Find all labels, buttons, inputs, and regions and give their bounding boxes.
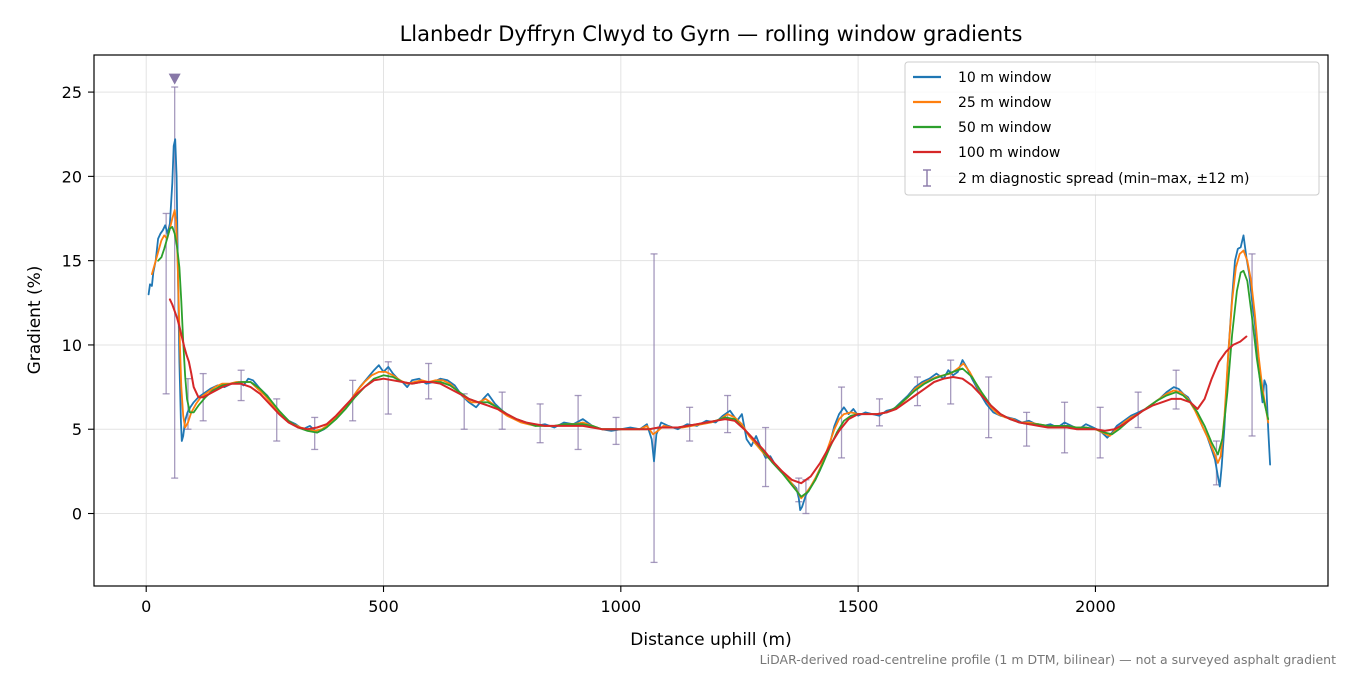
legend-label-25m: 25 m window [958, 95, 1051, 111]
spread-bar [1134, 391, 1142, 429]
x-tick-label: 0 [141, 597, 151, 616]
x-axis-ticks: 0 500 1000 1500 2000 [141, 586, 1116, 616]
y-tick-label: 15 [62, 252, 82, 271]
spread-bar [384, 361, 392, 415]
series-lines [147, 138, 1271, 511]
spread-bar [237, 369, 245, 402]
x-tick-label: 1000 [600, 597, 641, 616]
max-marker-layer [168, 73, 181, 85]
spread-bar [875, 398, 883, 427]
spread-bar [838, 386, 846, 459]
legend-label-10m: 10 m window [958, 70, 1051, 86]
y-tick-label: 20 [62, 167, 82, 186]
y-axis-label: Gradient (%) [25, 266, 45, 375]
legend-swatch-spread [923, 169, 931, 187]
spread-bar [171, 86, 179, 479]
y-tick-label: 10 [62, 336, 82, 355]
legend-label-50m: 50 m window [958, 120, 1051, 136]
x-tick-label: 500 [368, 597, 399, 616]
spread-bar [1096, 406, 1104, 459]
series-line-4 [168, 298, 1248, 485]
x-tick-label: 1500 [838, 597, 879, 616]
spread-bar [536, 403, 544, 444]
spread-bar [1172, 369, 1180, 410]
y-axis-ticks: 0 5 10 15 20 25 [62, 83, 94, 524]
footnote: LiDAR-derived road-centreline profile (1… [760, 652, 1336, 667]
plot-frame [93, 54, 1329, 587]
spread-bar [913, 376, 921, 407]
spread-bar [650, 253, 658, 564]
y-tick-label: 0 [72, 505, 82, 524]
spread-bar [947, 359, 955, 405]
max-marker [168, 73, 181, 85]
chart-title: Llanbedr Dyffryn Clwyd to Gyrn — rolling… [400, 22, 1023, 46]
x-tick-label: 2000 [1075, 597, 1116, 616]
legend: 10 m window 25 m window 50 m window 100 … [904, 61, 1320, 196]
x-axis-label: Distance uphill (m) [630, 630, 791, 650]
spread-bar [1023, 411, 1031, 447]
legend-label-spread: 2 m diagnostic spread (min–max, ±12 m) [958, 171, 1249, 187]
legend-label-100m: 100 m window [958, 145, 1060, 161]
spread-bar [311, 416, 319, 451]
legend-box [904, 61, 1320, 196]
y-tick-label: 25 [62, 83, 82, 102]
spread-bar [273, 398, 281, 442]
y-tick-label: 5 [72, 420, 82, 439]
